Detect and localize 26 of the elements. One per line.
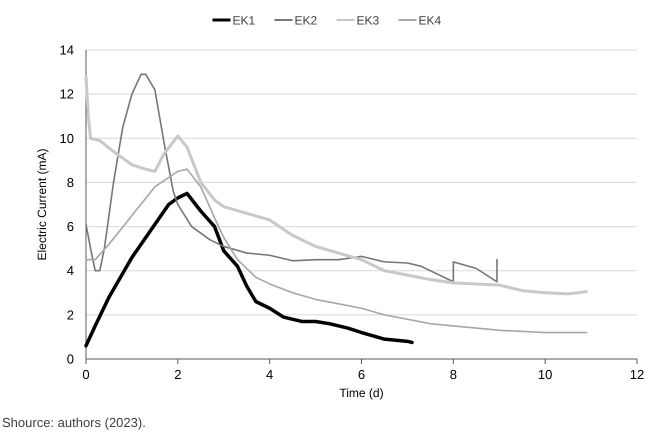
y-tick-label: 6 (66, 219, 74, 234)
y-tick-label: 10 (60, 130, 74, 146)
y-tick-label: 12 (60, 86, 74, 102)
y-tick-label: 2 (66, 307, 74, 322)
legend-label: EK3 (356, 14, 380, 28)
text: Shource: authors (2023). (2, 415, 146, 430)
x-tick-label: 8 (450, 367, 457, 382)
y-tick-label: 8 (66, 174, 74, 190)
legend-label: EK2 (294, 14, 318, 28)
x-tick-label: 10 (538, 367, 552, 382)
x-axis-title: Time (d) (339, 386, 384, 400)
line-series (85, 73, 498, 283)
y-tick-label: 4 (66, 263, 74, 278)
x-tick-label: 12 (630, 367, 644, 382)
line-series (84, 192, 414, 348)
y-tick-label: 14 (60, 42, 74, 58)
y-tick-label: 0 (66, 352, 74, 366)
y-axis-title: Electric Current (mA) (35, 148, 49, 261)
x-tick-label: 0 (82, 367, 90, 382)
x-tick-label: 4 (266, 367, 274, 382)
x-tick-label: 6 (358, 367, 366, 382)
legend-label: EK4 (418, 14, 442, 28)
line-series (85, 168, 588, 334)
legend-label: EK1 (232, 14, 256, 28)
x-tick-label: 2 (174, 367, 182, 382)
line-series (84, 74, 588, 296)
